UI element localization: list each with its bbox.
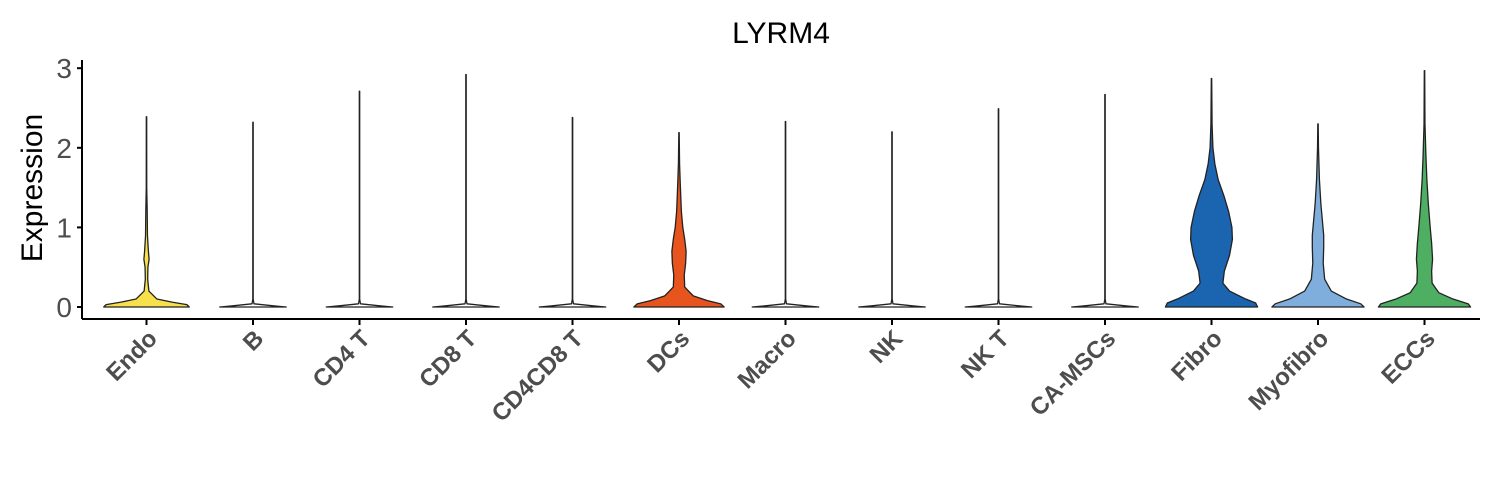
violin-group (103, 69, 1472, 308)
x-tick-label: CA-MSCs (1025, 325, 1121, 421)
x-tick-label: Myofibro (1244, 325, 1335, 416)
violin-b (219, 121, 287, 308)
violin-nk (858, 131, 926, 308)
x-tick-label: Endo (101, 325, 163, 387)
x-tick-label: Macro (733, 325, 802, 394)
x-tick-label: DCs (642, 325, 695, 378)
x-ticks: Endo B CD4 T CD8 T CD4CD8 T DCs Macro NK NK T CA-… (101, 319, 1441, 427)
x-tick-label: CD8 T (414, 325, 482, 393)
chart-title: LYRM4 (732, 17, 830, 50)
x-tick-label: CD4 T (308, 325, 376, 393)
x-tick-label: CD4CD8 T (487, 325, 589, 427)
x-tick-label: B (238, 325, 269, 356)
violin-eccs (1377, 69, 1472, 308)
violin-nk-t (964, 108, 1033, 308)
violin-fibro (1164, 77, 1259, 308)
y-tick-label: 2 (56, 133, 72, 164)
violin-dcs (633, 132, 725, 308)
y-ticks: 0 1 2 3 (56, 53, 82, 323)
violin-cd4-t (325, 90, 394, 308)
x-tick-label: Fibro (1166, 325, 1228, 387)
violin-ca-mscs (1071, 93, 1139, 308)
y-tick-label: 0 (56, 292, 72, 323)
x-tick-label: ECCs (1376, 325, 1440, 389)
violin-cd4cd8-t (538, 116, 607, 308)
y-tick-label: 3 (56, 53, 72, 84)
violin-myofibro (1271, 123, 1365, 308)
y-tick-label: 1 (56, 212, 72, 243)
x-tick-label: NK (865, 325, 909, 369)
violin-endo (103, 116, 190, 308)
violin-cd8-t (432, 73, 500, 308)
x-tick-label: NK T (956, 325, 1015, 384)
y-axis-label: Expression (16, 114, 49, 262)
violin-macro (751, 120, 820, 308)
